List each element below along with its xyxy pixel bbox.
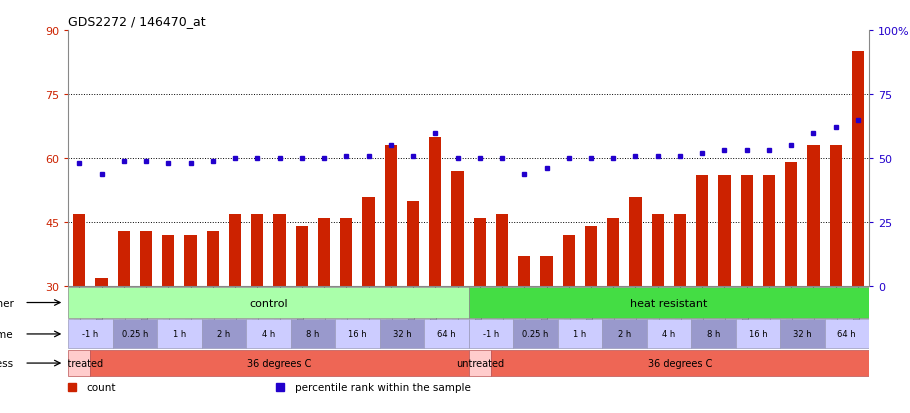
Bar [229,214,241,287]
Text: percentile rank within the sample: percentile rank within the sample [295,382,470,392]
Bar [424,320,469,349]
Bar [490,350,869,377]
Bar [96,278,107,287]
Text: 16 h: 16 h [749,330,767,339]
Bar [518,257,531,287]
Text: untreated: untreated [456,358,504,368]
Bar [68,320,113,349]
Bar [362,197,375,287]
Text: GDS2272 / 146470_at: GDS2272 / 146470_at [68,15,206,28]
Bar [562,235,575,287]
Bar [385,146,397,287]
Text: 4 h: 4 h [262,330,275,339]
Text: 64 h: 64 h [437,330,456,339]
Bar [207,231,219,287]
Bar [117,231,130,287]
Bar [379,320,424,349]
Bar [496,214,508,287]
Bar [157,320,202,349]
Bar [273,214,286,287]
Text: stress: stress [0,358,14,368]
Bar [652,214,664,287]
Bar [513,320,558,349]
Text: -1 h: -1 h [483,330,499,339]
Bar [780,320,824,349]
Bar [763,176,775,287]
Bar [73,214,86,287]
Text: 8 h: 8 h [307,330,319,339]
Bar [296,227,308,287]
Bar [741,176,753,287]
Text: 32 h: 32 h [392,330,411,339]
Bar [162,235,175,287]
Text: 64 h: 64 h [837,330,856,339]
Bar [407,201,420,287]
Bar [607,218,620,287]
Text: 36 degrees C: 36 degrees C [248,358,312,368]
Bar [558,320,602,349]
Text: 0.25 h: 0.25 h [122,330,148,339]
Bar [90,350,469,377]
Bar [469,287,869,318]
Text: 36 degrees C: 36 degrees C [648,358,713,368]
Text: control: control [249,298,288,308]
Text: time: time [0,329,14,339]
Bar [335,320,379,349]
Bar [824,320,869,349]
Text: 1 h: 1 h [173,330,187,339]
Bar [718,176,731,287]
Text: count: count [86,382,116,392]
Text: 2 h: 2 h [618,330,631,339]
Bar [691,320,735,349]
Bar [735,320,780,349]
Bar [602,320,647,349]
Text: 1 h: 1 h [573,330,587,339]
Bar [647,320,691,349]
Bar [247,320,290,349]
Bar [318,218,330,287]
Text: heat resistant: heat resistant [630,298,708,308]
Bar [585,227,597,287]
Bar [807,146,820,287]
Bar [469,320,513,349]
Text: 4 h: 4 h [662,330,675,339]
Bar [852,52,864,287]
Bar [68,350,90,377]
Text: 8 h: 8 h [707,330,720,339]
Text: other: other [0,298,14,308]
Bar [68,287,469,318]
Text: 2 h: 2 h [217,330,230,339]
Text: 32 h: 32 h [793,330,812,339]
Bar [202,320,247,349]
Text: -1 h: -1 h [83,330,98,339]
Bar [251,214,264,287]
Bar [140,231,152,287]
Bar [113,320,157,349]
Text: 0.25 h: 0.25 h [522,330,549,339]
Text: 16 h: 16 h [349,330,367,339]
Bar [430,138,441,287]
Bar [830,146,842,287]
Bar [473,218,486,287]
Bar [630,197,642,287]
Bar [469,350,490,377]
Bar [340,218,352,287]
Bar [673,214,686,287]
Bar [541,257,552,287]
Bar [185,235,197,287]
Bar [785,163,797,287]
Text: untreated: untreated [56,358,104,368]
Bar [290,320,335,349]
Bar [451,171,464,287]
Bar [696,176,708,287]
